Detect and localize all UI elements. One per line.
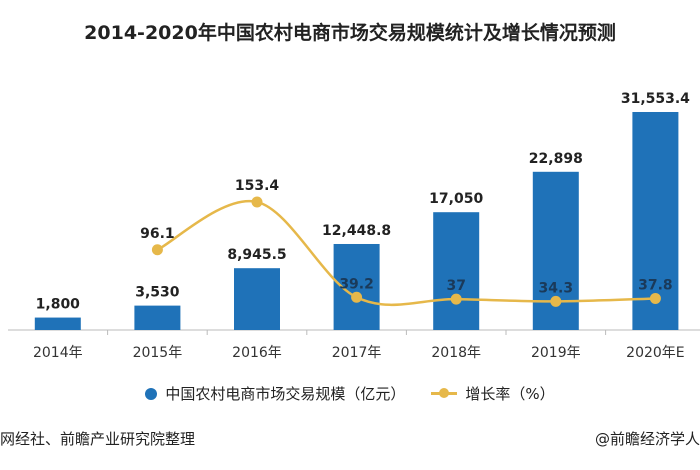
growth-point bbox=[450, 293, 462, 305]
legend-label: 增长率（%） bbox=[465, 385, 555, 403]
x-tick-label: 2020年E bbox=[626, 345, 684, 361]
growth-label: 34.3 bbox=[539, 280, 574, 296]
bar-label: 1,800 bbox=[36, 297, 81, 313]
growth-point bbox=[649, 292, 661, 304]
bar-label: 8,945.5 bbox=[227, 247, 286, 263]
x-tick-label: 2017年 bbox=[332, 345, 382, 361]
chart-area: 1,800 2014年 3,530 2015年 8,945.5 2016年 12,448.8… bbox=[8, 91, 700, 361]
bar bbox=[433, 212, 480, 330]
bar-label: 12,448.8 bbox=[322, 223, 391, 239]
bar bbox=[34, 317, 81, 330]
bar-label: 17,050 bbox=[429, 191, 483, 207]
source-note: 网经社、前瞻产业研究院整理 bbox=[0, 430, 196, 448]
x-tick-label: 2018年 bbox=[431, 345, 481, 361]
growth-point bbox=[251, 196, 263, 208]
bar-label: 31,553.4 bbox=[621, 91, 690, 107]
growth-label: 153.4 bbox=[235, 178, 280, 194]
legend-line-icon bbox=[431, 388, 458, 398]
growth-point bbox=[151, 244, 163, 256]
growth-label: 37.8 bbox=[638, 277, 673, 293]
bar-label: 22,898 bbox=[529, 151, 583, 167]
legend-item-line: 增长率（%） bbox=[431, 383, 555, 404]
legend-item-bar: 中国农村电商市场交易规模（亿元） bbox=[145, 383, 405, 404]
x-tick-label: 2014年 bbox=[33, 345, 83, 361]
x-tick-label: 2015年 bbox=[133, 345, 183, 361]
growth-label: 37 bbox=[446, 278, 465, 294]
legend-circle-icon bbox=[145, 387, 158, 400]
legend: 中国农村电商市场交易规模（亿元） 增长率（%） bbox=[0, 383, 700, 404]
growth-label: 39.2 bbox=[339, 276, 374, 292]
bar-label: 3,530 bbox=[135, 285, 180, 301]
x-tick-label: 2016年 bbox=[232, 345, 282, 361]
growth-point bbox=[550, 295, 562, 307]
bar bbox=[134, 305, 181, 330]
legend-label: 中国农村电商市场交易规模（亿元） bbox=[165, 385, 406, 403]
bar bbox=[234, 268, 280, 330]
brand-note: @前瞻经济学人 bbox=[594, 430, 700, 448]
chart-title: 2014-2020年中国农村电商市场交易规模统计及增长情况预测 bbox=[84, 22, 616, 44]
growth-point bbox=[351, 291, 363, 303]
x-tick-label: 2019年 bbox=[531, 345, 581, 361]
growth-label: 96.1 bbox=[140, 226, 175, 242]
